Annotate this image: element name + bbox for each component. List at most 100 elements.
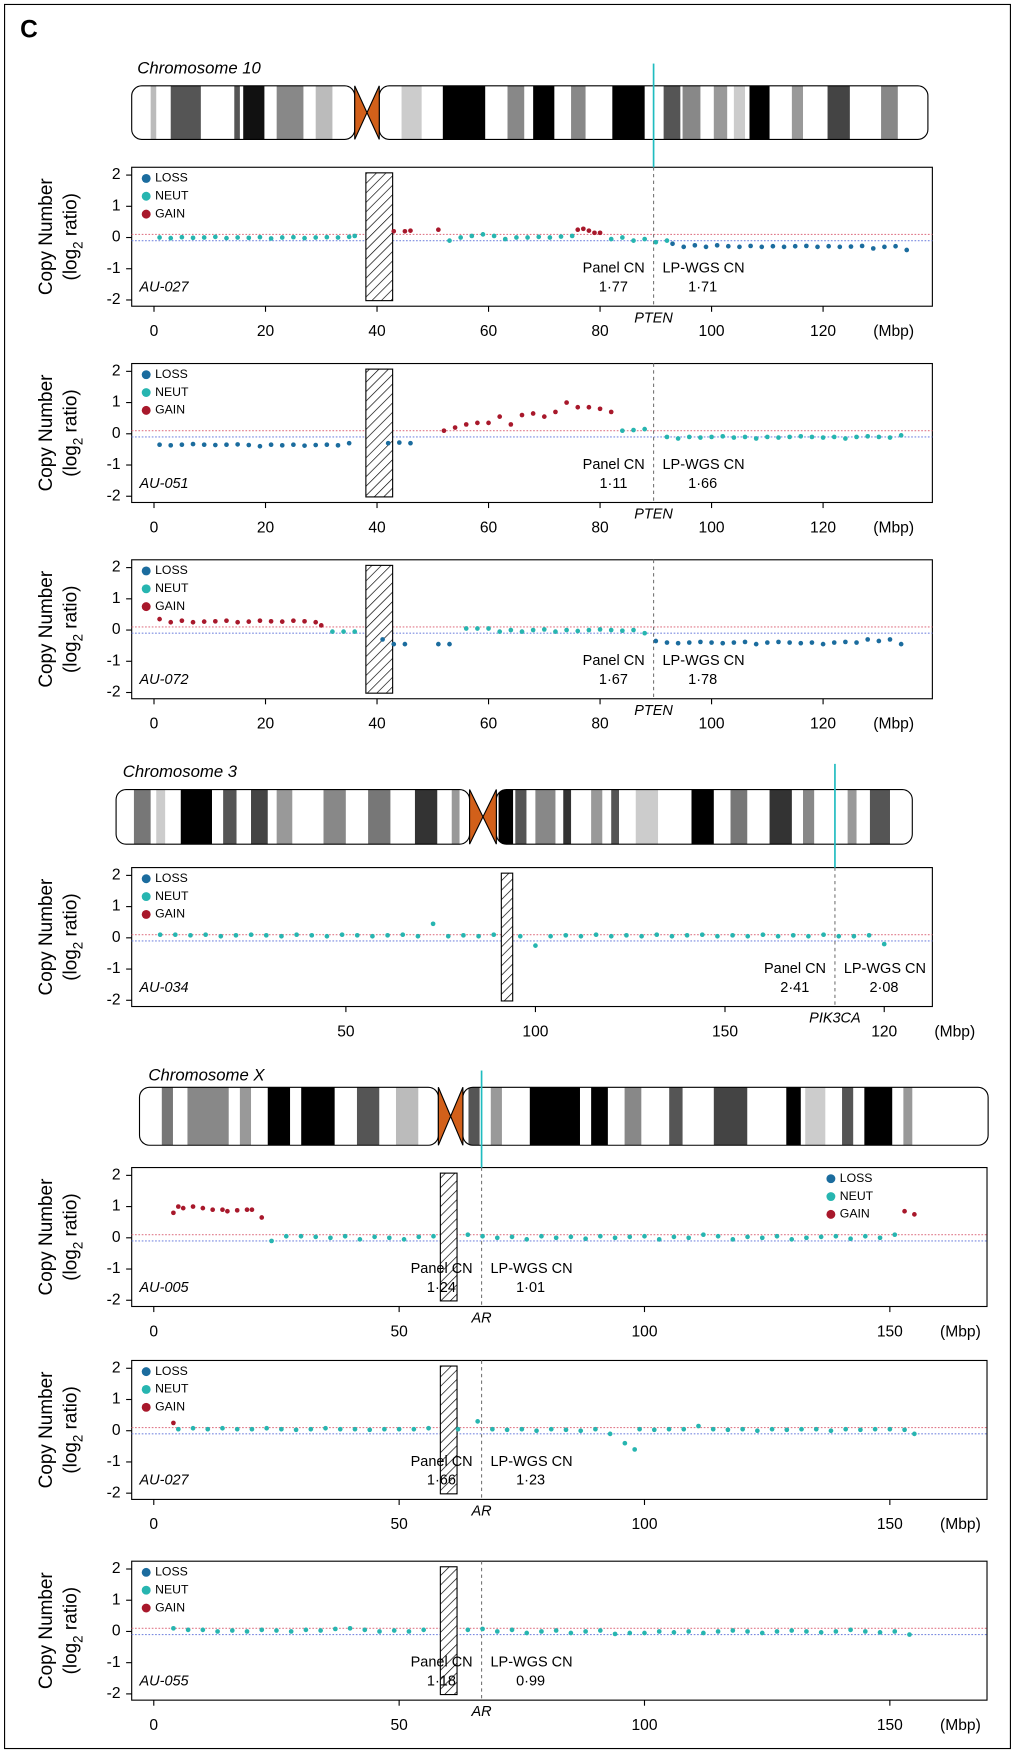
data-point: [612, 1235, 618, 1241]
data-point: [912, 1431, 917, 1437]
band-group: [116, 789, 913, 845]
x-tick-label: 20: [257, 716, 275, 733]
legend-marker: [141, 892, 151, 902]
chromosome-ideogram: [131, 85, 929, 140]
legend-label: GAIN: [155, 1600, 185, 1614]
data-point: [302, 443, 307, 448]
data-point: [539, 1629, 544, 1634]
data-point: [426, 1425, 431, 1431]
data-point: [664, 640, 670, 645]
data-point: [912, 1212, 917, 1217]
data-point: [382, 1426, 387, 1432]
data-point: [865, 433, 871, 439]
y-axis-label-part: (log: [60, 1643, 81, 1675]
data-point: [631, 627, 636, 633]
data-point: [318, 623, 324, 628]
y-axis-label: (log2 ratio): [60, 1193, 85, 1280]
data-point: [753, 641, 759, 647]
data-point: [475, 626, 480, 631]
data-point: [828, 1428, 834, 1434]
data-point: [698, 639, 703, 645]
band: [827, 85, 850, 140]
x-tick-label: 120: [810, 323, 836, 340]
data-point: [593, 1426, 598, 1432]
data-point: [190, 1425, 196, 1431]
data-point: [597, 1233, 603, 1239]
data-point: [804, 1629, 809, 1634]
data-point: [742, 639, 748, 645]
figure-border: [4, 3, 1011, 1750]
data-point: [831, 434, 837, 440]
legend-label: NEUT: [155, 385, 189, 399]
data-point: [748, 243, 753, 249]
data-point: [179, 442, 185, 448]
band: [234, 85, 240, 140]
data-point: [441, 428, 447, 434]
x-tick-label: 150: [877, 1323, 903, 1340]
data-point: [372, 1234, 377, 1240]
data-point: [225, 1208, 230, 1214]
data-point: [815, 244, 820, 250]
data-point: [313, 1234, 319, 1240]
y-axis-label-part: (log: [60, 445, 81, 477]
data-point: [887, 435, 893, 440]
wgs-cn-label: LP-WGS CN: [490, 1454, 572, 1470]
panel-cn-value: 2·41: [780, 980, 809, 996]
data-point: [494, 1235, 500, 1241]
y-axis-label: Copy Number: [36, 571, 57, 688]
data-point: [821, 932, 826, 938]
data-point: [575, 404, 581, 410]
data-point: [291, 442, 296, 448]
data-point: [179, 618, 185, 624]
data-point: [335, 235, 341, 240]
data-point: [692, 242, 698, 248]
sample-id: AU-055: [139, 1673, 190, 1689]
data-point: [731, 435, 737, 440]
data-point: [168, 235, 174, 241]
x-axis-label: (Mbp): [873, 716, 914, 733]
data-point: [740, 1426, 745, 1432]
y-axis-label: (log2 ratio): [60, 586, 85, 673]
gene-label: AR: [471, 1704, 493, 1720]
data-point: [486, 420, 491, 426]
data-point: [877, 1630, 883, 1635]
data-point: [865, 637, 871, 642]
data-point: [809, 640, 815, 645]
data-point: [235, 235, 240, 240]
data-point: [246, 442, 252, 448]
legend-marker: [141, 388, 151, 397]
data-point: [862, 1629, 868, 1634]
band: [267, 1087, 291, 1146]
data-point: [898, 641, 904, 647]
legend-label: GAIN: [155, 206, 185, 220]
data-point: [854, 434, 859, 440]
centromere-gap: [365, 368, 394, 498]
band: [243, 85, 265, 140]
panel-cn-value: 1·77: [599, 280, 628, 296]
data-point: [210, 1207, 216, 1213]
data-point: [715, 1629, 721, 1634]
panel-cn-label: Panel CN: [411, 1261, 473, 1277]
data-point: [497, 629, 503, 634]
band: [490, 1087, 502, 1146]
data-point: [541, 627, 547, 632]
data-point: [179, 234, 185, 240]
x-tick-label: 150: [712, 1023, 738, 1040]
data-point: [431, 1233, 436, 1239]
wgs-cn-label: LP-WGS CN: [844, 961, 926, 977]
wgs-cn-value: 1·78: [688, 672, 717, 688]
y-axis-label-part: ratio): [60, 586, 81, 634]
y-tick-label: 2: [112, 1560, 121, 1577]
data-point: [508, 422, 514, 427]
data-point: [396, 1426, 402, 1432]
data-point: [324, 442, 330, 448]
y-axis-label-sub: 2: [71, 438, 86, 445]
gene-label: PTEN: [634, 310, 673, 326]
data-point: [642, 630, 648, 636]
data-point: [370, 933, 375, 939]
legend-label: NEUT: [155, 1582, 189, 1596]
data-point: [715, 933, 720, 939]
data-point: [656, 1629, 662, 1634]
data-point: [699, 932, 705, 938]
data-point: [524, 1237, 530, 1242]
